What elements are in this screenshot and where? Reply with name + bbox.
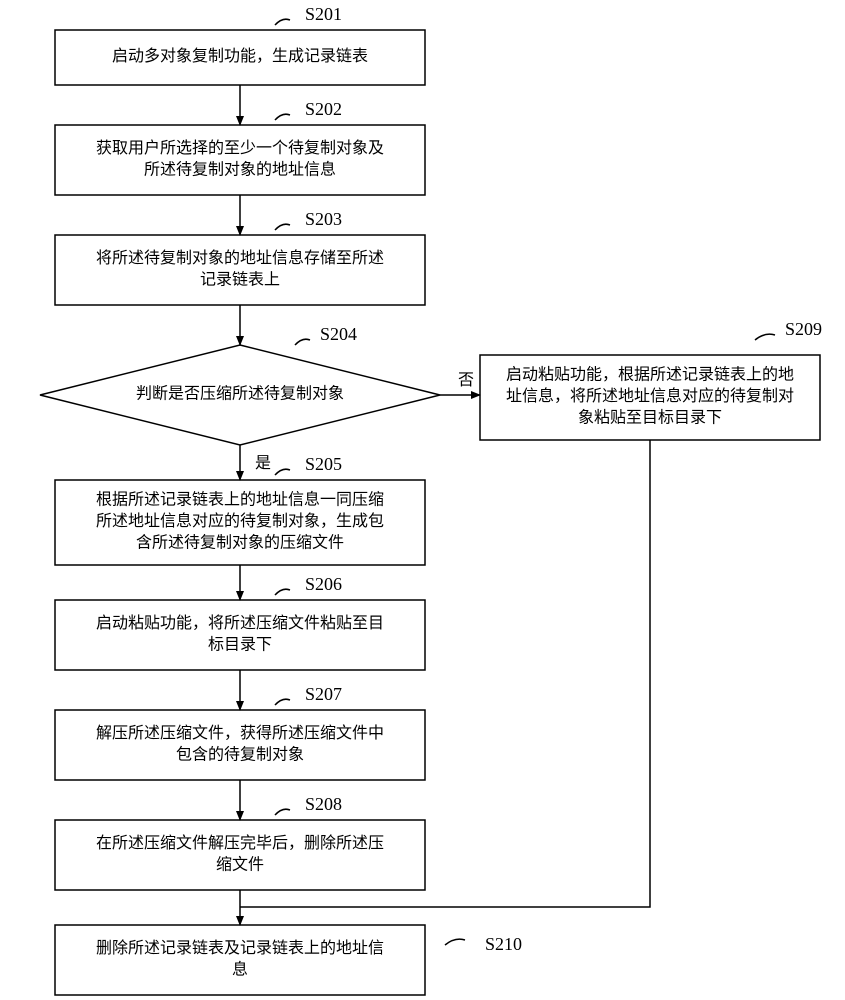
svg-text:启动粘贴功能，将所述压缩文件粘贴至目: 启动粘贴功能，将所述压缩文件粘贴至目 bbox=[96, 614, 384, 632]
node-S210: 删除所述记录链表及记录链表上的地址信息 S210 bbox=[55, 925, 522, 995]
svg-text:将所述待复制对象的地址信息存储至所述: 将所述待复制对象的地址信息存储至所述 bbox=[96, 249, 384, 267]
label-leader bbox=[275, 699, 290, 705]
label-leader bbox=[275, 809, 290, 815]
svg-text:址信息，将所述地址信息对应的待复制对: 址信息，将所述地址信息对应的待复制对 bbox=[506, 386, 794, 405]
label-leader bbox=[275, 114, 290, 120]
step-label: S201 bbox=[305, 4, 342, 24]
node-S201: 启动多对象复制功能，生成记录链表 S201 bbox=[55, 4, 425, 85]
node-S209: 启动粘贴功能，根据所述记录链表上的地址信息，将所述地址信息对应的待复制对象粘贴至… bbox=[480, 319, 822, 440]
svg-text:缩文件: 缩文件 bbox=[216, 855, 264, 873]
flowchart: 是 否 启动多对象复制功能，生成记录链表 S201 获取用户所选择的至少一个待复制对象… bbox=[0, 0, 845, 1000]
step-label: S208 bbox=[305, 794, 342, 814]
label-leader bbox=[275, 19, 290, 25]
svg-text:根据所述记录链表上的地址信息一同压缩: 根据所述记录链表上的地址信息一同压缩 bbox=[96, 491, 384, 509]
svg-text:标目录下: 标目录下 bbox=[208, 635, 272, 653]
svg-text:解压所述压缩文件，获得所述压缩文件中: 解压所述压缩文件，获得所述压缩文件中 bbox=[96, 724, 384, 742]
label-leader bbox=[295, 339, 310, 345]
svg-text:判断是否压缩所述待复制对象: 判断是否压缩所述待复制对象 bbox=[136, 385, 344, 403]
svg-text:所述待复制对象的地址信息: 所述待复制对象的地址信息 bbox=[144, 160, 336, 178]
label-leader bbox=[275, 469, 290, 475]
label-leader bbox=[275, 224, 290, 230]
step-label: S207 bbox=[305, 684, 342, 704]
step-label: S209 bbox=[785, 319, 822, 339]
step-label: S202 bbox=[305, 99, 342, 119]
svg-text:息: 息 bbox=[232, 960, 248, 978]
svg-text:启动粘贴功能，根据所述记录链表上的地: 启动粘贴功能，根据所述记录链表上的地 bbox=[506, 366, 794, 384]
svg-text:包含的待复制对象: 包含的待复制对象 bbox=[176, 745, 304, 763]
svg-text:含所述待复制对象的压缩文件: 含所述待复制对象的压缩文件 bbox=[136, 534, 344, 552]
svg-text:象粘贴至目标目录下: 象粘贴至目标目录下 bbox=[578, 409, 722, 427]
svg-text:记录链表上: 记录链表上 bbox=[200, 270, 280, 288]
step-label: S203 bbox=[305, 209, 342, 229]
svg-text:获取用户所选择的至少一个待复制对象及: 获取用户所选择的至少一个待复制对象及 bbox=[96, 139, 384, 157]
svg-text:在所述压缩文件解压完毕后，删除所述压: 在所述压缩文件解压完毕后，删除所述压 bbox=[96, 834, 384, 852]
label-leader bbox=[445, 939, 465, 945]
edge-label: 否 bbox=[458, 372, 474, 389]
step-label: S205 bbox=[305, 454, 342, 474]
svg-text:所述地址信息对应的待复制对象，生成包: 所述地址信息对应的待复制对象，生成包 bbox=[96, 511, 384, 530]
label-leader bbox=[275, 589, 290, 595]
step-label: S204 bbox=[320, 324, 357, 344]
step-label: S210 bbox=[485, 934, 522, 954]
label-leader bbox=[755, 334, 775, 340]
edge-label: 是 bbox=[255, 455, 271, 472]
svg-text:启动多对象复制功能，生成记录链表: 启动多对象复制功能，生成记录链表 bbox=[112, 47, 368, 65]
step-label: S206 bbox=[305, 574, 342, 594]
svg-text:删除所述记录链表及记录链表上的地址信: 删除所述记录链表及记录链表上的地址信 bbox=[96, 939, 384, 957]
